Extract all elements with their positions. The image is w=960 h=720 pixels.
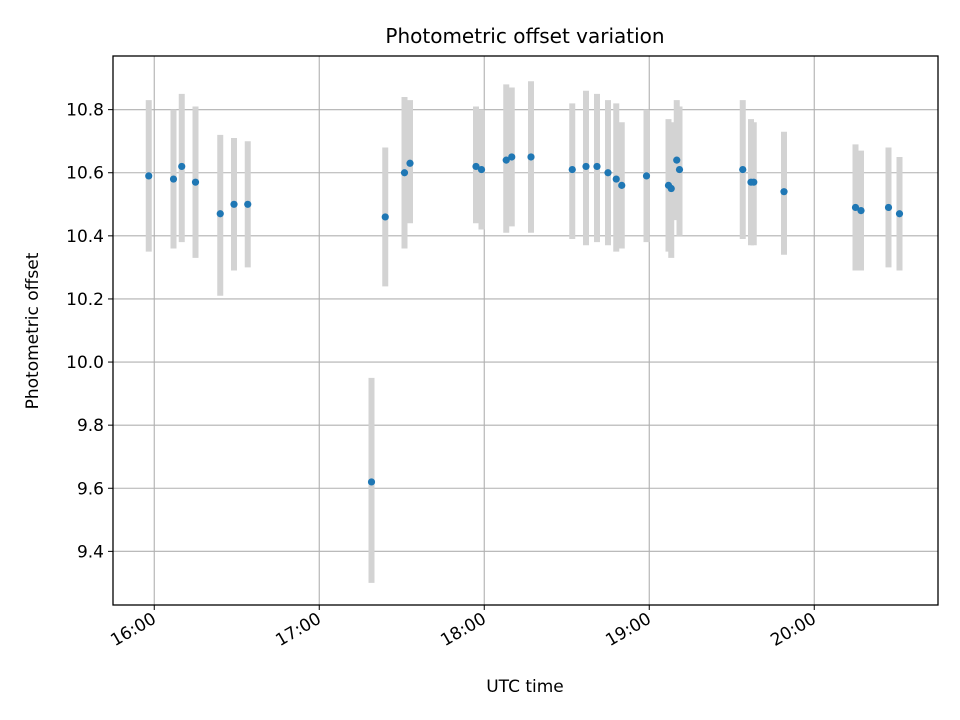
data-point [477,165,486,174]
x-axis-label: UTC time [486,677,564,697]
y-tick-label: 10.2 [66,290,104,310]
data-point [667,184,675,193]
data-point [673,156,681,164]
data-point [502,156,510,164]
data-point [739,165,747,174]
data-point [191,178,200,186]
data-point [381,213,389,221]
y-tick-label: 9.8 [77,416,104,436]
data-point [780,188,788,196]
data-point [367,478,376,486]
data-point [612,175,620,183]
data-point [895,210,904,218]
data-point [884,203,893,212]
data-point [604,169,612,177]
y-tick-label: 10.0 [66,353,104,373]
data-point [216,210,224,218]
data-point [145,172,153,180]
data-point [508,153,516,161]
data-point [230,200,238,208]
y-tick-label: 10.6 [66,164,104,184]
data-point [618,181,626,189]
plot-frame [112,55,939,606]
data-point [750,178,758,186]
data-point [400,169,409,177]
y-tick-label: 10.8 [66,101,104,121]
y-axis-ticks: 9.4 9.6 9.8 10.0 10.2 10.4 10.6 10.8 [66,101,113,562]
chart-title: Photometric offset variation [385,24,664,48]
data-point [593,162,601,171]
data-point [178,162,186,171]
data-point [244,200,252,208]
data-point [675,165,684,174]
data-point [406,159,414,167]
data-point [472,162,480,171]
data-point [642,172,651,180]
y-tick-label: 10.4 [66,227,104,247]
y-axis-label: Photometric offset [23,252,43,409]
data-point [582,162,590,171]
data-points [145,153,904,486]
data-point [527,153,535,161]
data-point [857,207,865,215]
y-tick-label: 9.6 [77,479,104,499]
y-tick-label: 9.4 [77,542,104,562]
data-point [169,175,178,183]
data-point [851,203,860,212]
data-point [568,165,576,174]
